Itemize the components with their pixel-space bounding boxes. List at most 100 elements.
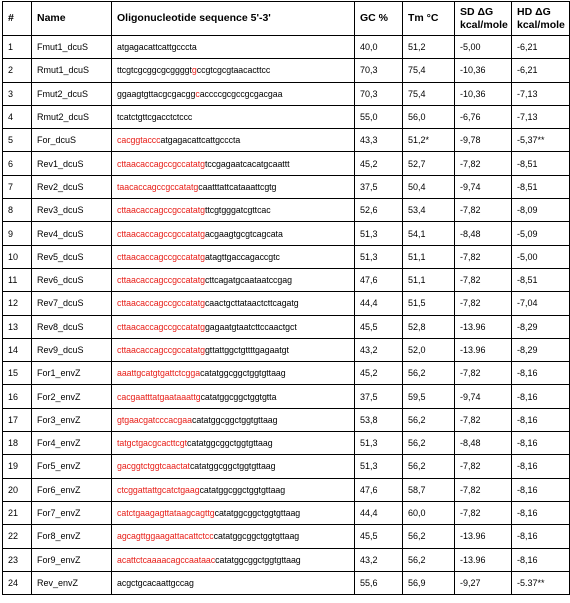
cell-gc: 51,3	[354, 221, 403, 246]
cell-sd-dg: -7,82	[454, 500, 512, 526]
sequence-segment: catatggcggctggtgttaag	[214, 508, 301, 519]
cell-hd-dg: -8,29	[511, 314, 570, 339]
cell-gc: 37,5	[354, 174, 403, 200]
cell-sd-dg: -9,74	[454, 384, 512, 409]
cell-hd-dg: -8,16	[511, 547, 570, 572]
cell-sd-dg: -13.96	[454, 547, 512, 572]
cell-name: Rev7_dcuS	[31, 291, 112, 316]
table-row: 6 Rev1_dcuS cttaacaccagccgccatatgtccgagaat…	[2, 151, 570, 176]
cell-number: 13	[2, 314, 32, 339]
sequence-segment-highlighted: cacggtaccc	[117, 135, 161, 146]
cell-tm: 51,5	[402, 291, 455, 316]
sequence-segment-highlighted: acattctcaaaacagccaataac	[117, 554, 216, 565]
cell-sd-dg: -10,36	[454, 81, 512, 106]
cell-gc: 45,2	[354, 361, 403, 386]
sequence-segment: catatggcggctggtgttaag	[200, 368, 286, 379]
cell-sd-dg: -13.96	[454, 314, 512, 339]
cell-sd-dg: -7,82	[454, 407, 512, 433]
cell-number: 12	[2, 291, 32, 316]
cell-number: 16	[2, 384, 32, 409]
cell-number: 4	[2, 104, 32, 130]
sequence-segment-highlighted: cttaacaccagccgccatatg	[117, 205, 205, 216]
cell-name: Rev8_dcuS	[31, 314, 112, 339]
cell-name: Rev_envZ	[31, 570, 112, 596]
cell-hd-dg: -8,16	[511, 407, 570, 433]
cell-name: Rev9_dcuS	[31, 337, 112, 363]
cell-hd-dg: -7,13	[511, 81, 570, 106]
cell-tm: 56,0	[402, 104, 455, 130]
cell-number: 6	[2, 151, 32, 176]
cell-hd-dg: -8,09	[511, 198, 570, 223]
sequence-segment: gagaatgtaatcttccaactgct	[204, 321, 297, 332]
table-row: 17 For3_envZ gtgaacgatcccacgaacatatggcggct…	[2, 407, 570, 433]
cell-sd-dg: -7,82	[454, 198, 512, 223]
cell-sequence: cttaacaccagccgccatatgcaactgcttataactcttc…	[111, 291, 355, 316]
cell-sd-dg: -7,82	[454, 477, 512, 502]
table-body: 1 Fmut1_dcuS atgagacattcattgcccta 40,0 51,2-…	[2, 34, 570, 596]
cell-sequence: cttaacaccagccgccatatggagaatgtaatcttccaac…	[111, 314, 355, 339]
cell-name: For_dcuS	[31, 128, 112, 153]
cell-gc: 40,0	[354, 34, 403, 60]
cell-sequence: cttaacaccagccgccatatggttattggctgttttgaga…	[111, 337, 355, 363]
cell-number: 22	[2, 524, 32, 549]
cell-number: 17	[2, 407, 32, 433]
cell-hd-dg: -6,21	[511, 34, 570, 60]
cell-gc: 44,4	[354, 500, 403, 526]
cell-sd-dg: -13.96	[454, 524, 512, 549]
cell-tm: 58,7	[402, 477, 455, 502]
col-header-num: #	[2, 1, 32, 36]
cell-tm: 51,2*	[402, 128, 455, 153]
col-header-gc: GC %	[354, 1, 403, 36]
cell-hd-dg: -7,04	[511, 291, 570, 316]
cell-name: For7_envZ	[31, 500, 112, 526]
cell-sd-dg: -7,82	[454, 454, 512, 479]
cell-sd-dg: -6,76	[454, 104, 512, 130]
cell-sequence: cacgaatttatgaataaattgcatatggcggctggtgtta	[111, 384, 355, 409]
table-row: 23 For9_envZ acattctcaaaacagccaataaccatatg…	[2, 547, 570, 572]
sequence-segment: catatggcggctggtgttaag	[213, 531, 300, 542]
sd-dg-unit: kcal/mole	[460, 18, 508, 31]
table-row: 12 Rev7_dcuS cttaacaccagccgccatatgcaactgct…	[2, 291, 570, 316]
cell-sequence: ttcgtcgcggcgcggggtgccgtcgcgtaacacttcc	[111, 58, 355, 83]
sequence-segment-highlighted: aaattgcatgtgattctcgga	[117, 368, 201, 379]
cell-name: For6_envZ	[31, 477, 112, 502]
cell-number: 24	[2, 570, 32, 596]
cell-number: 3	[2, 81, 32, 106]
cell-gc: 44,4	[354, 291, 403, 316]
cell-sequence: acgctgcacaattgccag	[111, 570, 355, 596]
sequence-segment-highlighted: tatgctgacgcacttcgt	[117, 438, 188, 449]
sequence-segment: accccgcgccgcgacgaa	[199, 88, 283, 99]
cell-hd-dg: -8,16	[511, 500, 570, 526]
cell-sequence: cttaacaccagccgccatatgacgaagtgcgtcagcata	[111, 221, 355, 246]
cell-gc: 55,0	[354, 104, 403, 130]
cell-tm: 75,4	[402, 81, 455, 106]
cell-sequence: catctgaagagttataagcagttgcatatggcggctggtg…	[111, 500, 355, 526]
cell-hd-dg: -5.37**	[511, 570, 570, 596]
cell-sequence: aaattgcatgtgattctcggacatatggcggctggtgtta…	[111, 361, 355, 386]
sequence-segment: caatttattcataaattcgtg	[198, 181, 277, 192]
cell-sd-dg: -10,36	[454, 58, 512, 83]
sequence-segment: tcatctgttcgacctctccc	[117, 112, 193, 123]
cell-gc: 51,3	[354, 454, 403, 479]
cell-sequence: acattctcaaaacagccaataaccatatggcggctggtgt…	[111, 547, 355, 572]
cell-name: Rmut2_dcuS	[31, 104, 112, 130]
cell-name: For3_envZ	[31, 407, 112, 433]
cell-number: 19	[2, 454, 32, 479]
sequence-segment: cttcagatgcaataatccgag	[204, 275, 292, 286]
sequence-segment: atgagacattcattgcccta	[160, 135, 241, 146]
sequence-segment-highlighted: taacaccagccgccatatg	[117, 181, 199, 192]
cell-number: 21	[2, 500, 32, 526]
sd-dg-label: SD ΔG	[460, 5, 494, 18]
cell-gc: 45,2	[354, 151, 403, 176]
cell-hd-dg: -8,51	[511, 151, 570, 176]
cell-gc: 37,5	[354, 384, 403, 409]
cell-hd-dg: -8,51	[511, 267, 570, 293]
col-header-hd-dg: HD ΔG kcal/mole	[511, 1, 570, 36]
cell-sd-dg: -13.96	[454, 337, 512, 363]
cell-sd-dg: -7,82	[454, 244, 512, 269]
cell-number: 5	[2, 128, 32, 153]
col-header-sd-dg: SD ΔG kcal/mole	[454, 1, 512, 36]
table-row: 21 For7_envZ catctgaagagttataagcagttgcatat…	[2, 500, 570, 526]
cell-sd-dg: -9,78	[454, 128, 512, 153]
hd-dg-unit: kcal/mole	[517, 18, 565, 31]
